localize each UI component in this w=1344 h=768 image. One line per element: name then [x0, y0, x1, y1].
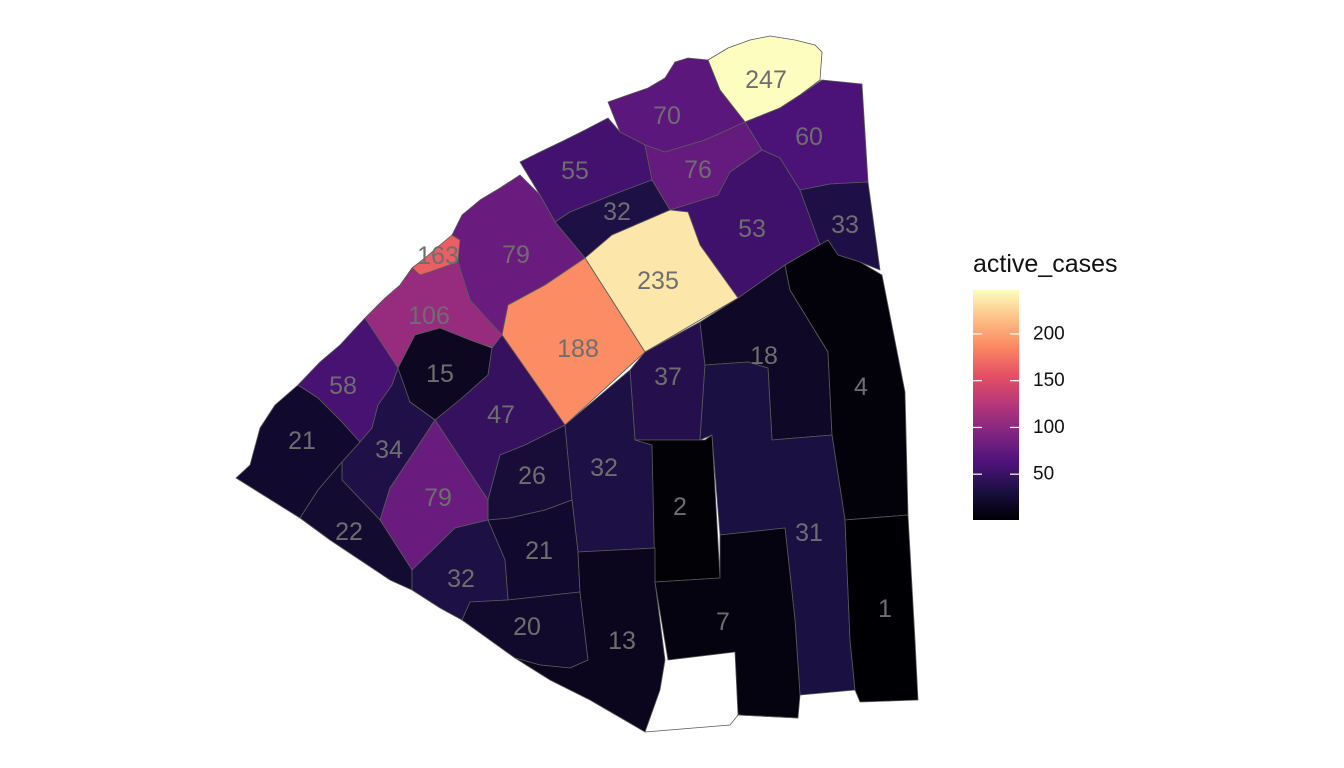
- region-label-r55: 55: [561, 157, 589, 185]
- region-label-r26: 26: [518, 462, 546, 490]
- legend-tick-label: 150: [1033, 370, 1065, 391]
- legend-colorbar: [973, 290, 1019, 520]
- region-label-r34: 34: [375, 436, 403, 464]
- region-label-r20: 20: [513, 613, 541, 641]
- region-label-r79b: 79: [424, 484, 452, 512]
- region-label-r58: 58: [329, 372, 357, 400]
- region-r13: [514, 547, 666, 733]
- region-label-r163: 163: [417, 242, 459, 270]
- region-label-r2: 2: [673, 493, 687, 521]
- region-label-r32a: 32: [603, 198, 631, 226]
- region-label-r15: 15: [426, 360, 454, 388]
- legend-tick-label: 50: [1033, 464, 1054, 485]
- region-label-r235: 235: [637, 267, 679, 295]
- region-label-r18: 18: [750, 342, 778, 370]
- region-label-r22: 22: [335, 518, 363, 546]
- region-label-r7: 7: [716, 608, 730, 636]
- region-r1: [844, 514, 919, 703]
- region-label-r60: 60: [795, 123, 823, 151]
- region-label-r76: 76: [684, 156, 712, 184]
- region-label-r32b: 32: [590, 454, 618, 482]
- legend-tick-label: 100: [1033, 417, 1065, 438]
- region-label-r37: 37: [654, 363, 682, 391]
- region-r7: [654, 527, 801, 719]
- legend-title: active_cases: [973, 250, 1118, 278]
- legend: active_cases 200 150 100 50: [973, 250, 1118, 520]
- region-label-r33: 33: [831, 211, 859, 239]
- region-label-r106: 106: [408, 302, 450, 330]
- region-label-r247: 247: [745, 66, 787, 94]
- region-label-r31: 31: [795, 519, 823, 547]
- region-label-r21a: 21: [288, 427, 316, 455]
- region-label-r79a: 79: [502, 241, 530, 269]
- region-r4: [784, 239, 909, 521]
- region-label-r13: 13: [608, 627, 636, 655]
- region-label-r70: 70: [653, 102, 681, 130]
- region-r31-cut: [644, 714, 799, 733]
- region-label-r21b: 21: [525, 537, 553, 565]
- legend-tick-label: 200: [1033, 323, 1065, 344]
- region-label-r188: 188: [557, 335, 599, 363]
- region-label-r32c: 32: [447, 565, 475, 593]
- region-label-r1: 1: [878, 595, 892, 623]
- region-r235: [584, 209, 739, 353]
- region-label-r47: 47: [487, 401, 515, 429]
- region-label-r53: 53: [738, 215, 766, 243]
- region-label-r4: 4: [854, 373, 868, 401]
